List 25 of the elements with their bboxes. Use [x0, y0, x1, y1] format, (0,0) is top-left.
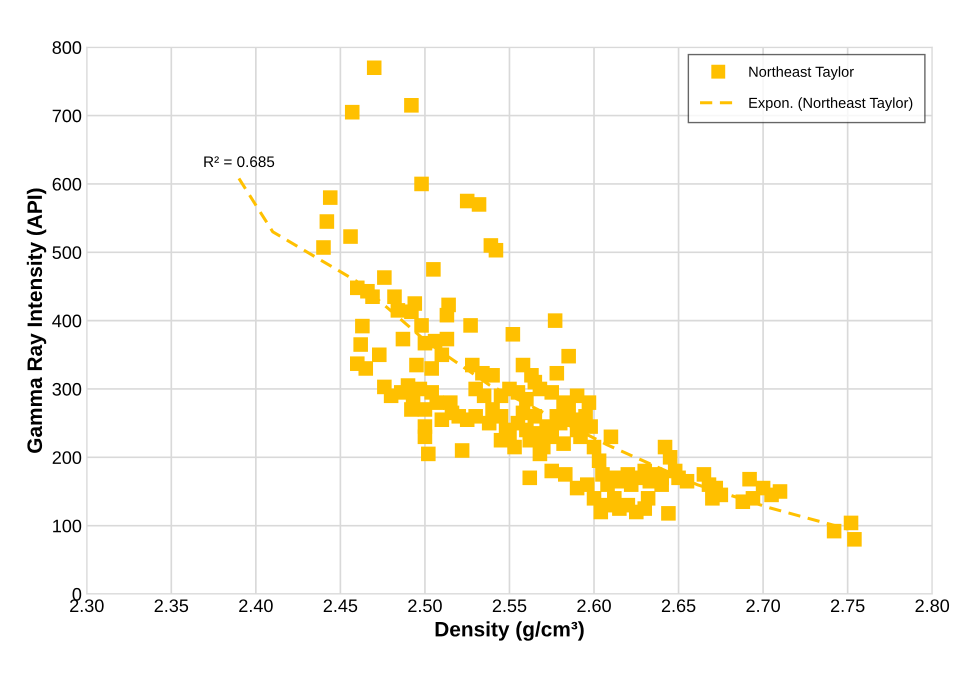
x-tick-label: 2.80 — [916, 599, 950, 612]
y-tick-label: 0 — [72, 588, 82, 601]
y-tick-label: 700 — [52, 110, 82, 122]
x-tick-label: 2.45 — [324, 599, 358, 612]
y-tick-label: 400 — [52, 314, 82, 328]
y-tick-label: 100 — [53, 520, 82, 532]
annotation: R² = 0.685 — [204, 156, 274, 168]
x-tick-label: 2.55 — [492, 599, 526, 612]
x-tick-label: 2.70 — [746, 599, 780, 612]
y-tick-label: 200 — [52, 451, 82, 464]
y-tick-label: 300 — [52, 382, 82, 396]
y-tick-label: 800 — [52, 41, 82, 54]
x-tick-label: 2.50 — [408, 599, 442, 612]
y-tick-label: 600 — [52, 178, 82, 191]
x-tick-label: 2.35 — [154, 599, 188, 612]
y-axis-title: Gamma Ray Intensity (API) — [26, 188, 46, 453]
x-tick-label: 2.65 — [662, 599, 696, 612]
x-axis-title: Density (g/cm³) — [436, 621, 584, 641]
legend-label: Northeast Taylor — [749, 66, 854, 80]
x-tick-label: 2.30 — [70, 599, 104, 612]
x-tick-label: 2.40 — [239, 599, 273, 612]
x-tick-label: 2.60 — [577, 599, 611, 612]
x-tick-label: 2.75 — [830, 599, 864, 612]
legend-label: Expon. (Northeast Taylor) — [749, 97, 912, 111]
y-tick-label: 500 — [52, 246, 82, 259]
